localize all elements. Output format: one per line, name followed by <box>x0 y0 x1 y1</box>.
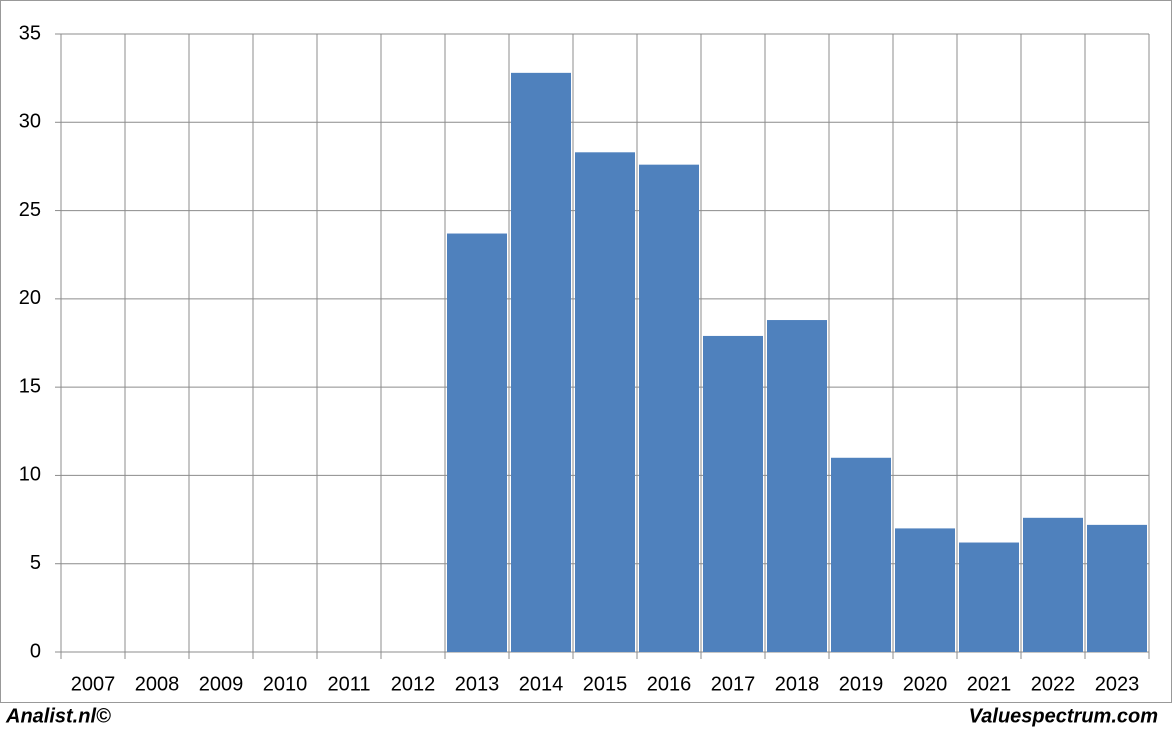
bar <box>511 72 571 653</box>
x-tick-label: 2013 <box>455 673 500 695</box>
bar <box>895 528 955 652</box>
x-tick-label: 2016 <box>647 673 692 695</box>
y-tick-label: 0 <box>30 640 41 662</box>
x-tick-label: 2014 <box>519 673 564 695</box>
y-tick-label: 15 <box>19 375 41 397</box>
bar <box>639 164 699 653</box>
x-tick-label: 2015 <box>583 673 628 695</box>
x-tick-label: 2022 <box>1031 673 1076 695</box>
y-tick-label: 10 <box>19 464 41 486</box>
x-tick-label: 2012 <box>391 673 436 695</box>
bar <box>1023 517 1083 652</box>
x-tick-label: 2023 <box>1095 673 1140 695</box>
x-tick-label: 2011 <box>327 673 370 695</box>
bar <box>1087 524 1147 652</box>
x-tick-label: 2008 <box>135 673 180 695</box>
bar <box>831 457 891 652</box>
x-tick-label: 2007 <box>71 673 116 695</box>
y-tick-label: 35 <box>19 22 41 44</box>
footer-right: Valuespectrum.com <box>969 705 1158 727</box>
x-tick-label: 2020 <box>903 673 948 695</box>
bar <box>447 233 507 653</box>
y-tick-label: 20 <box>19 287 41 309</box>
bar <box>575 152 635 652</box>
x-tick-label: 2019 <box>839 673 884 695</box>
y-tick-label: 25 <box>19 199 41 221</box>
x-tick-label: 2010 <box>263 673 308 695</box>
footer-left: Analist.nl© <box>5 705 111 727</box>
x-tick-label: 2018 <box>775 673 820 695</box>
bar <box>767 320 827 652</box>
x-tick-label: 2021 <box>967 673 1012 695</box>
y-tick-label: 5 <box>30 552 41 574</box>
bar <box>703 335 763 652</box>
y-tick-label: 30 <box>19 111 41 133</box>
x-tick-label: 2017 <box>711 673 756 695</box>
x-tick-label: 2009 <box>199 673 244 695</box>
bar <box>959 542 1019 652</box>
